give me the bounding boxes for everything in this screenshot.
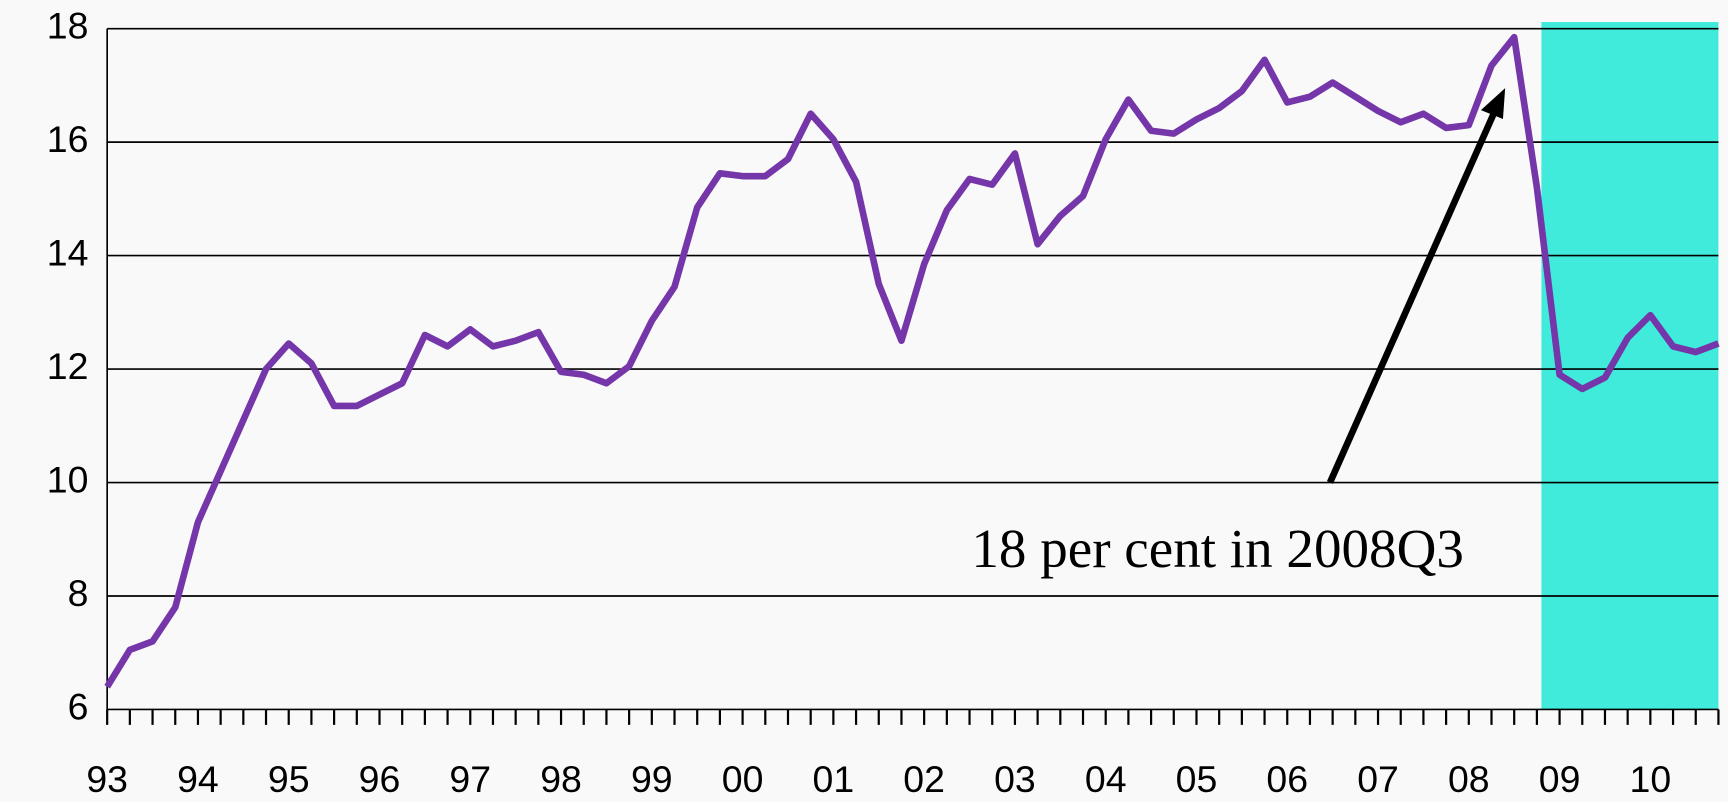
annotation: 18 per cent in 2008Q3: [971, 518, 1464, 579]
x-tick-label: 06: [1266, 758, 1308, 800]
x-tick-label: 93: [86, 758, 128, 800]
x-tick-label: 02: [903, 758, 945, 800]
x-tick-label: 98: [540, 758, 582, 800]
x-tick-label: 01: [813, 758, 855, 800]
x-tick-label: 00: [722, 758, 764, 800]
y-tick-label: 8: [68, 572, 89, 614]
x-tick-label: 04: [1085, 758, 1127, 800]
x-tick-label: 95: [268, 758, 310, 800]
series-line: [104, 33, 1720, 689]
x-tick-label: 07: [1357, 758, 1399, 800]
x-tick-label: 94: [177, 758, 219, 800]
annotation-arrowhead: [1480, 88, 1506, 119]
shaded-region: [1541, 22, 1719, 710]
x-tick-label: 05: [1176, 758, 1218, 800]
x-tick-label: 09: [1539, 758, 1581, 800]
y-tick-label: 6: [68, 685, 89, 727]
x-tick-label: 99: [631, 758, 673, 800]
x-tick-label: 97: [449, 758, 491, 800]
y-tick-label: 12: [47, 345, 89, 387]
x-tick-label: 03: [994, 758, 1036, 800]
y-tick-label: 18: [47, 5, 89, 47]
x-tick-label: 10: [1630, 758, 1672, 800]
x-tick-label: 08: [1448, 758, 1490, 800]
y-tick-label: 16: [47, 118, 89, 160]
grid-layer: 6 8 10 12 14 16 18 93 94 95 96 97 98 99 00 01 02 03 04 05 06…: [47, 5, 1720, 800]
shade-layer: [1541, 22, 1719, 710]
mark-layer: [104, 33, 1720, 689]
annotation-arrow: [1326, 108, 1499, 484]
y-tick-label: 14: [47, 231, 89, 273]
x-tick-label: 96: [359, 758, 401, 800]
y-tick-label: 10: [47, 458, 89, 500]
